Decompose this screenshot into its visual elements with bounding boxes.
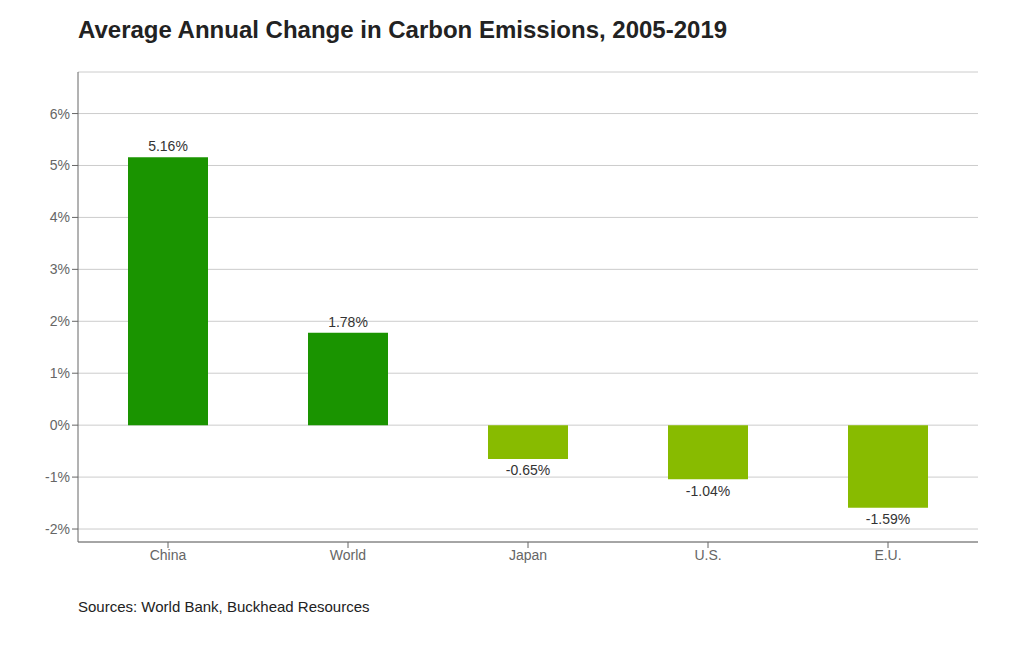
svg-text:6%: 6% xyxy=(50,106,70,122)
svg-text:4%: 4% xyxy=(50,209,70,225)
svg-text:U.S.: U.S. xyxy=(694,547,721,563)
svg-text:Japan: Japan xyxy=(509,547,547,563)
svg-text:5%: 5% xyxy=(50,157,70,173)
svg-text:1%: 1% xyxy=(50,365,70,381)
svg-text:-1.04%: -1.04% xyxy=(686,483,730,499)
svg-text:World: World xyxy=(330,547,366,563)
svg-text:-1%: -1% xyxy=(45,469,70,485)
svg-text:China: China xyxy=(150,547,187,563)
svg-text:3%: 3% xyxy=(50,261,70,277)
svg-text:-2%: -2% xyxy=(45,521,70,537)
svg-text:1.78%: 1.78% xyxy=(328,314,368,330)
svg-text:E.U.: E.U. xyxy=(874,547,901,563)
html-text:Sources: World Bank, Buckhead: Sources: World Bank, Buckhead Resources xyxy=(78,598,370,615)
svg-text:2%: 2% xyxy=(50,313,70,329)
svg-text:5.16%: 5.16% xyxy=(148,138,188,154)
html-text:Average Annual Change in Carbo: Average Annual Change in Carbon Emission… xyxy=(78,16,728,43)
svg-text:0%: 0% xyxy=(50,417,70,433)
svg-text:-0.65%: -0.65% xyxy=(506,462,550,478)
svg-text:-1.59%: -1.59% xyxy=(866,511,910,527)
